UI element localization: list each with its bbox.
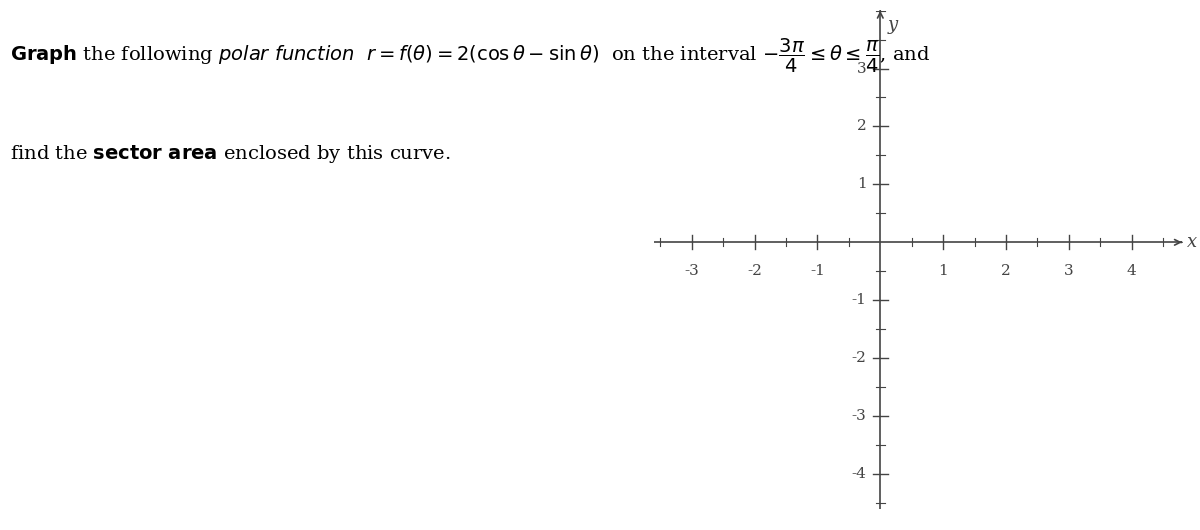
Text: 1: 1	[938, 264, 948, 278]
Text: -3: -3	[684, 264, 700, 278]
Text: x: x	[1187, 233, 1198, 251]
Text: -2: -2	[852, 351, 866, 365]
Text: -1: -1	[852, 293, 866, 307]
Text: -2: -2	[748, 264, 762, 278]
Text: 2: 2	[1001, 264, 1010, 278]
Text: -4: -4	[852, 467, 866, 481]
Text: $\bf{Graph}$ the following $\it{polar\ function}$  $r = f(\theta) = 2(\cos\theta: $\bf{Graph}$ the following $\it{polar\ f…	[10, 37, 930, 75]
Text: 3: 3	[857, 61, 866, 76]
Text: -3: -3	[852, 409, 866, 423]
Text: y: y	[888, 16, 898, 34]
Text: find the $\bf{sector\ area}$ enclosed by this curve.: find the $\bf{sector\ area}$ enclosed by…	[10, 143, 450, 165]
Text: 3: 3	[1064, 264, 1074, 278]
Text: -1: -1	[810, 264, 824, 278]
Text: 1: 1	[857, 178, 866, 191]
Text: 2: 2	[857, 119, 866, 134]
Text: 4: 4	[1127, 264, 1136, 278]
